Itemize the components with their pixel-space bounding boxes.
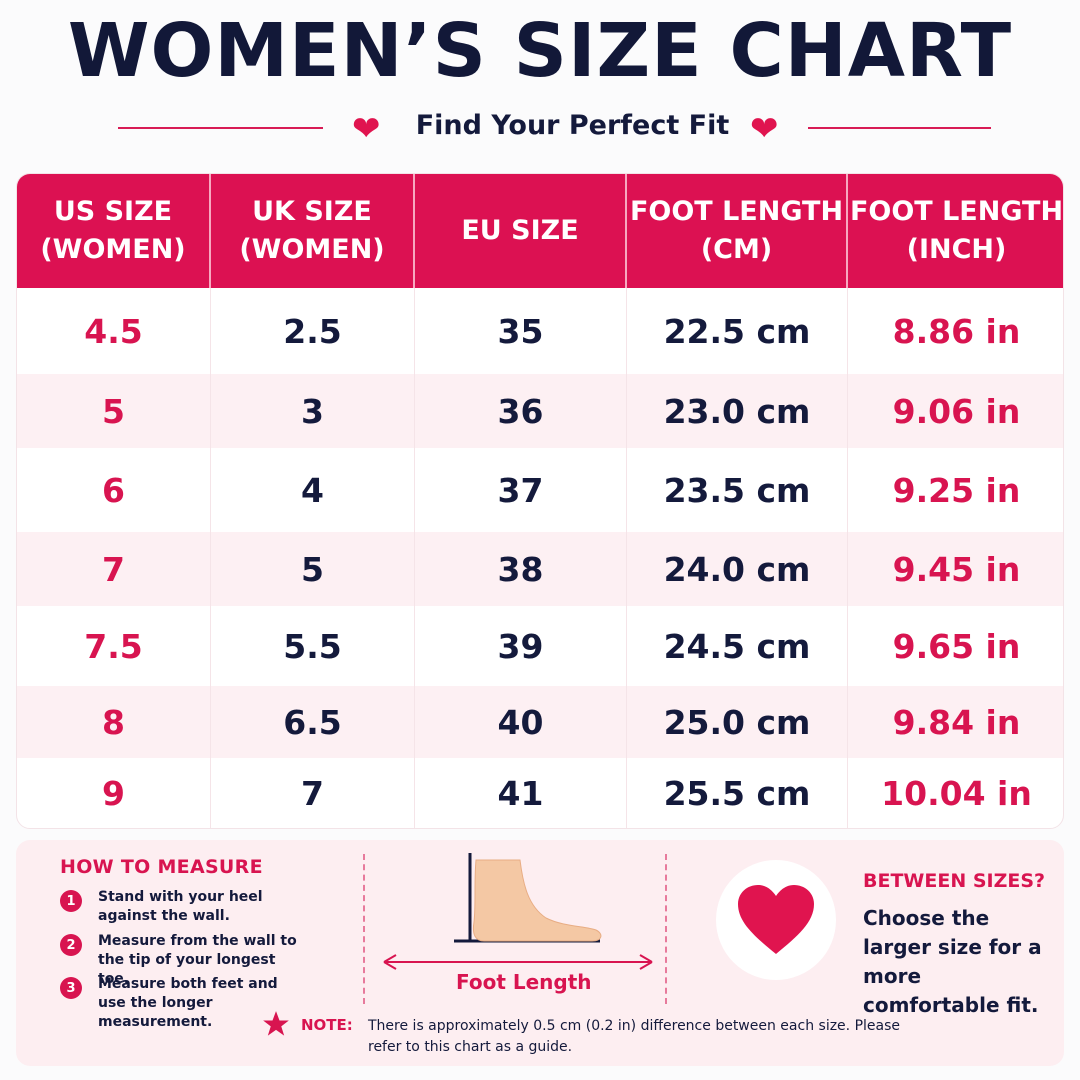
table-row: 5 3 36 23.0 cm 9.06 in [17, 374, 1063, 448]
table-row: 7 5 38 24.0 cm 9.45 in [17, 532, 1063, 606]
between-sizes-text: Choose the larger size for a more comfor… [863, 906, 1042, 1017]
info-panel: HOW TO MEASURE 1 Stand with your heel ag… [16, 840, 1064, 1066]
header-uk-size: UK SIZE (WOMEN) [211, 174, 415, 288]
foot-length-cm-cell: 23.0 cm [627, 374, 848, 448]
step-text: Stand with your heel against the wall. [98, 889, 263, 924]
page-title: WOMEN’S SIZE CHART [67, 8, 1013, 94]
us-size-cell: 4.5 [17, 288, 211, 374]
us-size-cell: 9 [17, 758, 211, 828]
foot-length-cm-cell: 24.0 cm [627, 532, 848, 606]
foot-length-cm-cell: 23.5 cm [627, 448, 848, 532]
note-text: There is approximately 0.5 cm (0.2 in) d… [368, 1018, 900, 1055]
heart-icon: ❤ [352, 109, 381, 149]
eu-size-cell: 41 [415, 758, 627, 828]
us-size-cell: 8 [17, 686, 211, 758]
star-icon [263, 1011, 289, 1036]
size-table: US SIZE (WOMEN) UK SIZE (WOMEN) EU SIZE … [16, 173, 1064, 829]
heart-badge [716, 860, 836, 980]
eu-size-cell: 37 [415, 448, 627, 532]
table-row: 7.5 5.5 39 24.5 cm 9.65 in [17, 606, 1063, 686]
table-row: 4.5 2.5 35 22.5 cm 8.86 in [17, 288, 1063, 374]
table-body: 4.5 2.5 35 22.5 cm 8.86 in 5 3 36 23.0 c… [17, 288, 1063, 828]
subtitle-row: ❤ Find Your Perfect Fit ❤ [0, 108, 1080, 148]
heart-icon: ❤ [750, 109, 779, 149]
header-foot-length-inch: FOOT LENGTH (INCH) [849, 196, 1064, 265]
step-number-badge: 3 [60, 977, 82, 999]
subtitle-divider-right [808, 127, 991, 129]
foot-length-inch-cell: 9.25 in [892, 470, 1021, 510]
uk-size-cell: 5.5 [211, 606, 415, 686]
header-us-size: US SIZE (WOMEN) [17, 174, 211, 288]
foot-length-inch-cell: 9.84 in [892, 702, 1021, 742]
step-text: Measure both feet and use the longer mea… [98, 976, 278, 1030]
us-size-cell: 5 [17, 374, 211, 448]
foot-length-cm-cell: 24.5 cm [627, 606, 848, 686]
eu-size-cell: 38 [415, 532, 627, 606]
foot-diagram [383, 853, 653, 970]
dashed-divider [363, 854, 365, 1004]
uk-size-cell: 4 [211, 448, 415, 532]
table-row: 9 7 41 25.5 cm 10.04 in [17, 758, 1063, 828]
header-foot-length-cm: FOOT LENGTH (CM) [627, 174, 848, 288]
how-to-measure-title: HOW TO MEASURE [60, 856, 263, 878]
foot-length-inch-cell: 9.65 in [892, 626, 1021, 666]
foot-length-cm-cell: 22.5 cm [627, 288, 848, 374]
step-number-badge: 2 [60, 934, 82, 956]
foot-length-cm-cell: 25.5 cm [627, 758, 848, 828]
eu-size-cell: 40 [415, 686, 627, 758]
uk-size-cell: 5 [211, 532, 415, 606]
table-row: 6 4 37 23.5 cm 9.25 in [17, 448, 1063, 532]
note-label: NOTE: [301, 1016, 353, 1034]
foot-length-inch-cell: 8.86 in [892, 311, 1021, 351]
foot-length-label: Foot Length [456, 970, 592, 994]
us-size-cell: 7.5 [17, 606, 211, 686]
foot-length-inch-cell: 9.06 in [892, 391, 1021, 431]
uk-size-cell: 7 [211, 758, 415, 828]
table-row: 8 6.5 40 25.0 cm 9.84 in [17, 686, 1063, 758]
subtitle: Find Your Perfect Fit [415, 110, 730, 141]
uk-size-cell: 2.5 [211, 288, 415, 374]
eu-size-cell: 35 [415, 288, 627, 374]
subtitle-divider-left [118, 127, 323, 129]
step-text: Measure from the wall to the tip of your… [98, 933, 297, 987]
dashed-divider [665, 854, 667, 1004]
step-number-badge: 1 [60, 890, 82, 912]
foot-length-inch-cell: 10.04 in [881, 773, 1032, 813]
us-size-cell: 6 [17, 448, 211, 532]
between-sizes-title: BETWEEN SIZES? [863, 870, 1046, 892]
table-header: US SIZE (WOMEN) UK SIZE (WOMEN) EU SIZE … [17, 174, 1064, 288]
foot-length-inch-cell: 9.45 in [892, 549, 1021, 589]
eu-size-cell: 39 [415, 606, 627, 686]
arrow-left-head [383, 954, 397, 970]
us-size-cell: 7 [17, 532, 211, 606]
uk-size-cell: 3 [211, 374, 415, 448]
foot-length-cm-cell: 25.0 cm [627, 686, 848, 758]
arrow-right-head [639, 954, 653, 970]
eu-size-cell: 36 [415, 374, 627, 448]
header-eu-size: EU SIZE [415, 174, 627, 288]
foot-icon [472, 859, 602, 942]
uk-size-cell: 6.5 [211, 686, 415, 758]
heart-icon [738, 885, 814, 954]
